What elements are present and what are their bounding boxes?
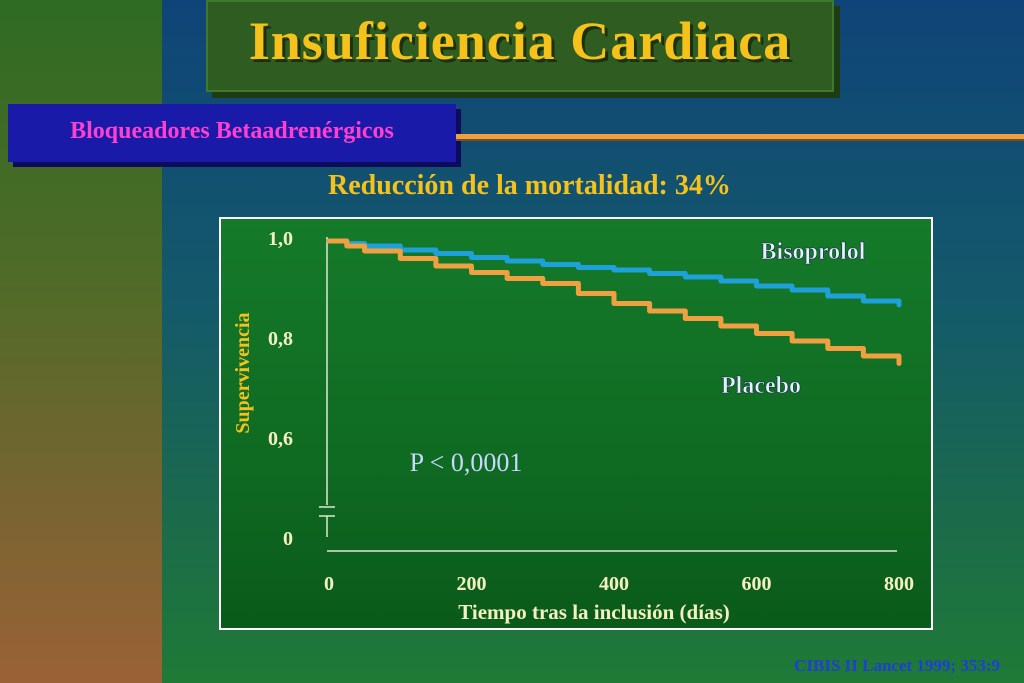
- survival-chart: 1,0 0,8 0,6 0 0 200 400 600 800 Tiempo tras la in…: [232, 228, 914, 624]
- series-label-bisoprolol: Bisoprolol: [761, 239, 866, 265]
- headline: Reducción de la mortalidad: 34%: [328, 170, 731, 201]
- x-tick-label: 0: [324, 573, 334, 595]
- y-tick-label: 0: [283, 528, 293, 550]
- left-decorative-strip: [0, 0, 162, 683]
- x-tick-label: 800: [884, 573, 914, 595]
- x-axis-label: Tiempo tras la inclusión (días): [458, 600, 729, 624]
- x-tick-label: 600: [742, 573, 772, 595]
- title-banner: Insuficiencia Cardiaca: [206, 0, 834, 92]
- y-tick-label: 1,0: [268, 228, 293, 250]
- section-label: Bloqueadores Betaadrenérgicos: [70, 118, 394, 144]
- section-banner: Bloqueadores Betaadrenérgicos: [8, 104, 456, 162]
- divider-line: [456, 134, 1024, 141]
- x-tick-label: 400: [599, 573, 629, 595]
- chart-panel: 1,0 0,8 0,6 0 0 200 400 600 800 Tiempo tras la in…: [219, 217, 933, 630]
- y-tick-label: 0,8: [268, 328, 293, 350]
- citation: CIBIS II Lancet 1999; 353:9: [794, 656, 1000, 675]
- x-tick-label: 200: [457, 573, 487, 595]
- y-tick-label: 0,6: [268, 428, 293, 450]
- p-value-annotation: P < 0,0001: [410, 448, 523, 477]
- series-line-placebo: [326, 238, 902, 366]
- page-title: Insuficiencia Cardiaca: [248, 11, 792, 71]
- y-axis-label: Supervivencia: [232, 312, 254, 433]
- series-label-placebo: Placebo: [721, 373, 801, 399]
